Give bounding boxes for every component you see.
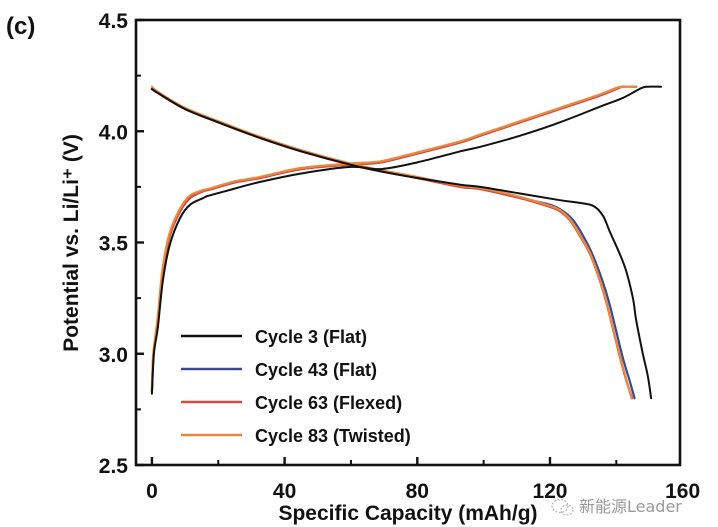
y-tick-label: 3.0 xyxy=(99,344,128,367)
axes-frame xyxy=(134,18,682,467)
legend-label: Cycle 43 (Flat) xyxy=(255,360,377,380)
watermark-text: 新能源Leader xyxy=(579,497,682,516)
panel-label: (c) xyxy=(6,13,35,40)
y-tick-label: 4.5 xyxy=(99,10,129,33)
x-tick-label: 120 xyxy=(532,480,567,503)
series-4-discharge-line xyxy=(150,85,633,400)
y-axis-title: Potential vs. Li/Li⁺ (V) xyxy=(60,134,83,352)
plot-lines xyxy=(150,85,663,400)
wechat-icon xyxy=(551,498,574,516)
legend-label: Cycle 83 (Twisted) xyxy=(255,426,411,446)
series-3-discharge-line xyxy=(150,87,634,400)
series-2-discharge-line xyxy=(150,87,636,400)
x-axis-title: Specific Capacity (mAh/g) xyxy=(278,502,537,525)
watermark: 新能源Leader xyxy=(551,497,682,516)
y-tick-label: 2.5 xyxy=(99,455,129,478)
y-tick-label: 3.5 xyxy=(99,233,129,256)
y-tick-label: 4.0 xyxy=(99,121,128,144)
series-1-charge-line xyxy=(150,85,663,395)
x-tick-label: 0 xyxy=(146,480,158,503)
legend-label: Cycle 63 (Flexed) xyxy=(255,393,402,413)
series-2-charge-line xyxy=(150,85,638,393)
y-axis-ticks: 2.5 3.0 3.5 4.0 4.5 xyxy=(99,10,144,478)
series-3-charge-line xyxy=(150,85,638,393)
x-tick-label: 80 xyxy=(406,480,429,503)
legend-label: Cycle 3 (Flat) xyxy=(255,327,367,347)
x-tick-label: 40 xyxy=(273,480,296,503)
x-axis-ticks: 0 40 80 120 160 xyxy=(146,457,700,503)
x-tick-label: 160 xyxy=(665,480,700,503)
series-1-discharge-line xyxy=(150,88,653,400)
series-4-charge-line xyxy=(150,85,638,391)
legend: Cycle 3 (Flat) Cycle 43 (Flat) Cycle 63 (F… xyxy=(181,327,411,446)
